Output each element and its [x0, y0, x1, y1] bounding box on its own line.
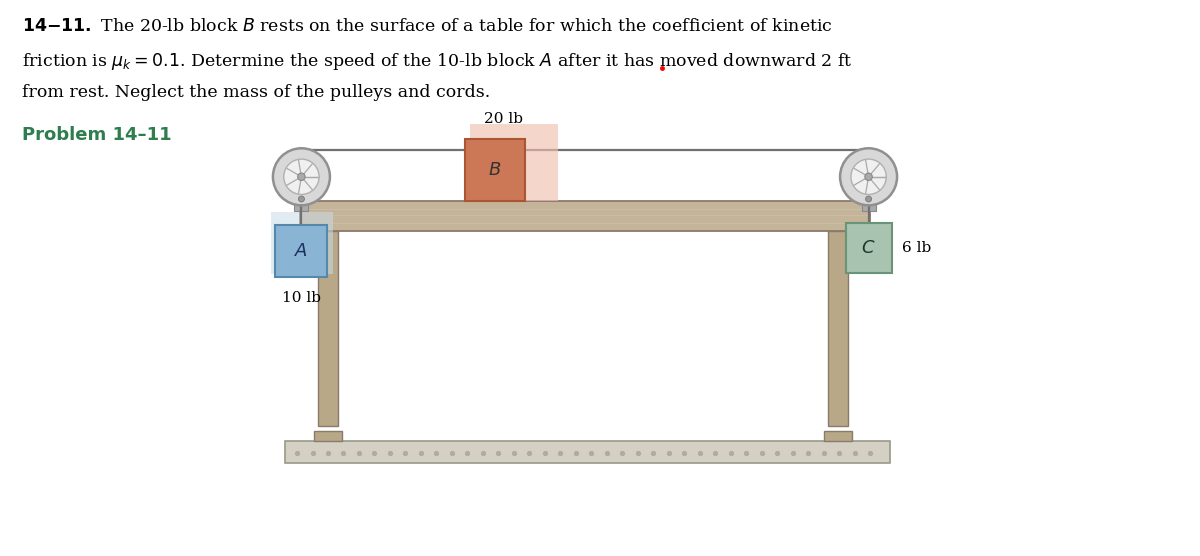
Text: $C$: $C$ — [862, 239, 876, 257]
Text: friction is $\mu_k = 0.1$. Determine the speed of the 10-lb block $A$ after it h: friction is $\mu_k = 0.1$. Determine the… — [22, 51, 852, 72]
Bar — [828, 231, 848, 426]
Bar — [470, 124, 558, 201]
Text: 6 lb: 6 lb — [901, 241, 931, 255]
Bar — [271, 212, 334, 274]
Bar — [466, 139, 526, 201]
Bar — [286, 441, 890, 463]
Bar — [294, 191, 308, 211]
Circle shape — [851, 159, 887, 195]
Circle shape — [865, 173, 872, 181]
Text: $\mathbf{14{-}11.}$ The 20-lb block $B$ rests on the surface of a table for whic: $\mathbf{14{-}11.}$ The 20-lb block $B$ … — [22, 18, 833, 35]
Circle shape — [299, 196, 305, 202]
Bar — [824, 431, 852, 441]
Circle shape — [865, 196, 871, 202]
Text: 10 lb: 10 lb — [282, 291, 320, 305]
Bar — [318, 231, 338, 426]
Text: $B$: $B$ — [488, 161, 502, 179]
Bar — [300, 201, 870, 231]
Circle shape — [272, 148, 330, 205]
Circle shape — [840, 148, 898, 205]
Text: 20 lb: 20 lb — [484, 112, 522, 126]
Text: $A$: $A$ — [294, 242, 308, 260]
Circle shape — [298, 173, 305, 181]
Bar — [846, 224, 892, 274]
Text: Problem 14–11: Problem 14–11 — [22, 126, 172, 144]
Text: from rest. Neglect the mass of the pulleys and cords.: from rest. Neglect the mass of the pulle… — [22, 84, 491, 101]
Bar — [314, 431, 342, 441]
Bar — [276, 225, 328, 277]
Bar — [862, 191, 876, 211]
Circle shape — [283, 159, 319, 195]
